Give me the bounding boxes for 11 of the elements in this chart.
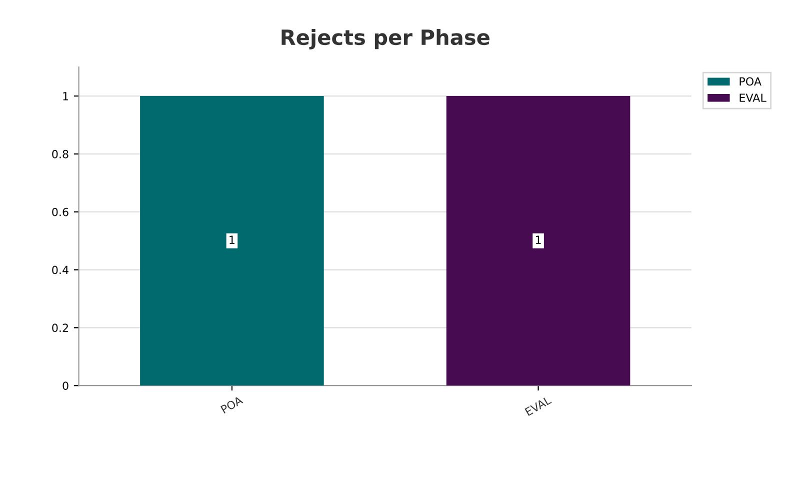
y-tick-label: 0.4 [52, 266, 68, 274]
legend-label: POA [740, 77, 762, 86]
y-tick-label: 0 [62, 382, 68, 390]
y-tick-label: 0.6 [52, 208, 68, 216]
data-label: 1 [230, 236, 234, 244]
chart-title: Rejects per Phase [282, 29, 490, 50]
data-label: 1 [536, 236, 541, 244]
legend-label: EVAL [740, 94, 766, 102]
y-tick-label: 1 [63, 92, 68, 100]
y-tick-label: 0.8 [52, 150, 68, 158]
y-tick-label: 0.2 [52, 324, 68, 332]
